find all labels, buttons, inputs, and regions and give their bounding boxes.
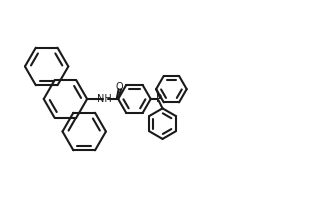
Text: O: O: [116, 82, 123, 92]
Text: NH: NH: [97, 94, 112, 104]
Text: P: P: [156, 94, 162, 104]
